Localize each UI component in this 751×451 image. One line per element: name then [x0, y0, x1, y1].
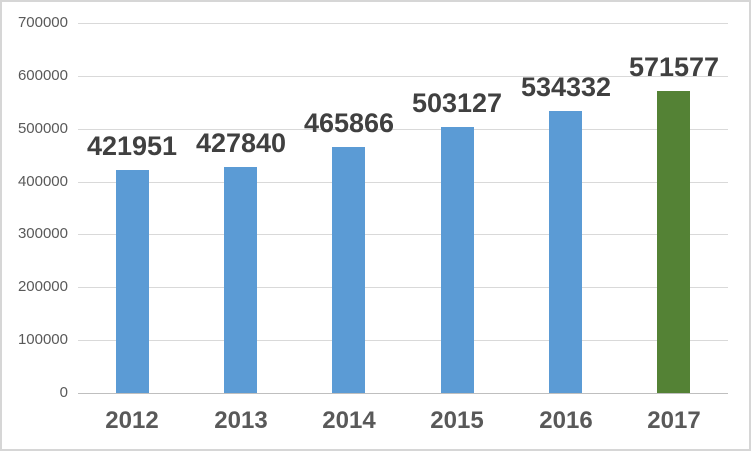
x-axis-category-label: 2016	[539, 407, 593, 434]
y-gridline	[78, 234, 728, 235]
y-axis-tick-label: 500000	[17, 120, 68, 137]
x-axis-category-label: 2017	[647, 407, 701, 434]
x-axis-category-label: 2012	[105, 407, 159, 434]
bar-2013	[224, 167, 257, 393]
y-axis-tick-label: 700000	[17, 14, 68, 31]
bar-2012	[116, 170, 149, 393]
y-axis-tick-label: 100000	[17, 331, 68, 348]
bar-value-label: 465866	[303, 108, 395, 138]
y-gridline	[78, 129, 728, 130]
y-axis-tick-label: 300000	[17, 225, 68, 242]
y-axis-tick-label: 200000	[17, 278, 68, 295]
y-axis-tick-label: 600000	[17, 67, 68, 84]
bar-2015	[441, 127, 474, 393]
y-axis-tick-label: 400000	[17, 173, 68, 190]
bar-2014	[332, 147, 365, 393]
x-axis-category-label: 2015	[430, 407, 484, 434]
x-axis-category-label: 2014	[322, 407, 376, 434]
bar-value-label: 571577	[628, 52, 720, 82]
y-gridline	[78, 182, 728, 183]
bar-value-label: 421951	[86, 131, 178, 161]
bar-2017	[657, 91, 690, 393]
y-gridline	[78, 340, 728, 341]
y-gridline	[78, 287, 728, 288]
bar-value-label: 534332	[520, 72, 612, 102]
bar-value-label: 427840	[195, 128, 287, 158]
y-axis-tick-label: 0	[59, 384, 68, 401]
y-gridline	[78, 23, 728, 24]
x-axis-line	[78, 393, 728, 394]
x-axis-category-label: 2013	[214, 407, 268, 434]
bar-value-label: 503127	[411, 88, 503, 118]
y-gridline	[78, 76, 728, 77]
bar-2016	[549, 111, 582, 393]
